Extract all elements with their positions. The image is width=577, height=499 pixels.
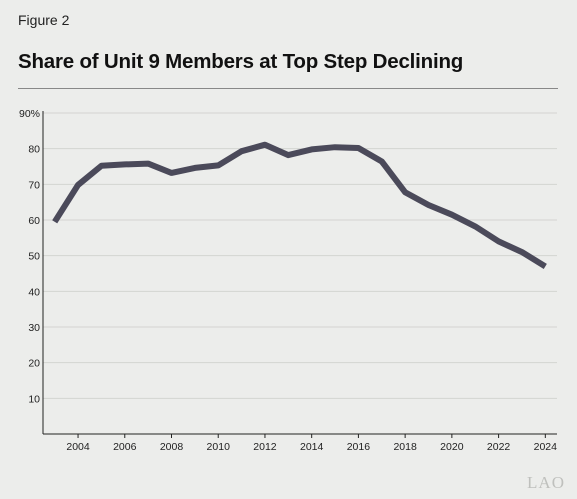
- title-divider: [18, 88, 558, 89]
- x-tick-label: 2004: [66, 441, 90, 453]
- y-tick-label: 40: [28, 286, 40, 298]
- x-tick-label: 2016: [347, 441, 371, 453]
- chart-title: Share of Unit 9 Members at Top Step Decl…: [18, 50, 464, 73]
- y-tick-label: 80: [28, 144, 40, 156]
- x-tick-label: 2022: [487, 441, 511, 453]
- y-tick-label: 50: [28, 251, 40, 263]
- y-tick-label: 70: [28, 179, 40, 191]
- y-tick-label: 20: [28, 358, 40, 370]
- x-tick-label: 2024: [534, 441, 558, 453]
- x-tick-label: 2014: [300, 441, 324, 453]
- x-tick-label: 2018: [393, 441, 417, 453]
- series-line: [52, 141, 547, 269]
- x-tick-label: 2008: [160, 441, 184, 453]
- x-tick-label: 2010: [207, 441, 231, 453]
- x-tick-label: 2012: [253, 441, 277, 453]
- x-tick-label: 2006: [113, 441, 137, 453]
- x-tick-label: 2020: [440, 441, 464, 453]
- lao-logo: LAO: [527, 473, 565, 492]
- figure-label: Figure 2: [18, 12, 70, 28]
- y-tick-label: 30: [28, 322, 40, 334]
- y-tick-label: 90%: [19, 108, 40, 120]
- y-tick-label: 10: [28, 393, 40, 405]
- y-tick-label: 60: [28, 215, 40, 227]
